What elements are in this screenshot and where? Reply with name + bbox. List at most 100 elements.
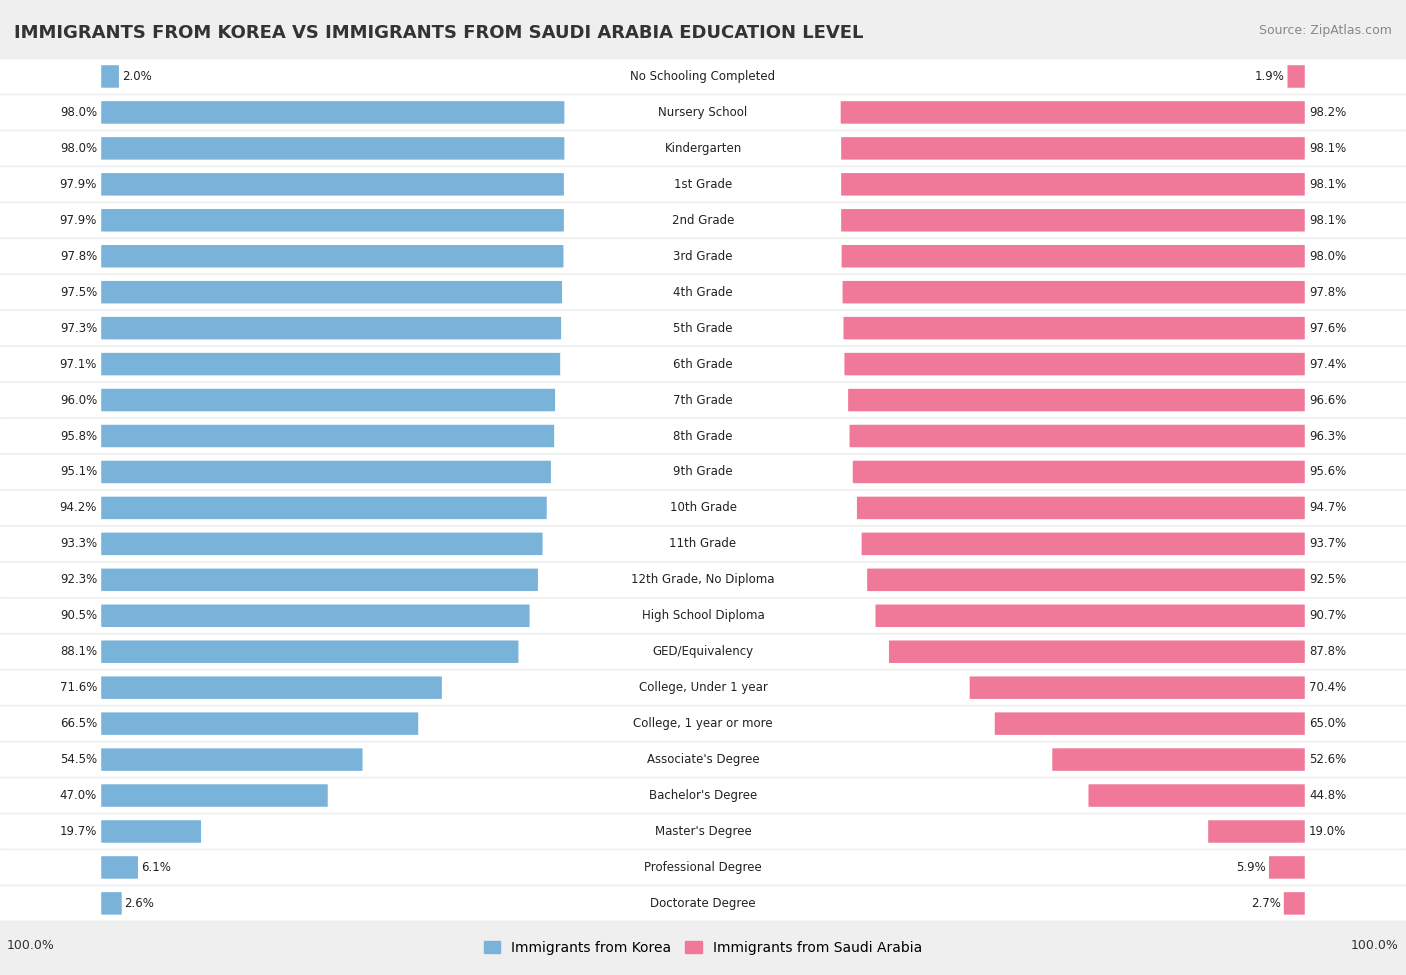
- Legend: Immigrants from Korea, Immigrants from Saudi Arabia: Immigrants from Korea, Immigrants from S…: [478, 935, 928, 960]
- Text: 93.7%: 93.7%: [1309, 537, 1346, 550]
- Text: 2.0%: 2.0%: [122, 70, 152, 83]
- FancyBboxPatch shape: [876, 604, 1305, 627]
- Text: 92.3%: 92.3%: [60, 573, 97, 586]
- Text: College, Under 1 year: College, Under 1 year: [638, 682, 768, 694]
- FancyBboxPatch shape: [101, 461, 551, 484]
- Text: 95.8%: 95.8%: [60, 430, 97, 443]
- Text: 7th Grade: 7th Grade: [673, 394, 733, 407]
- FancyBboxPatch shape: [1288, 65, 1305, 88]
- FancyBboxPatch shape: [101, 65, 120, 88]
- Text: 47.0%: 47.0%: [60, 789, 97, 802]
- Text: 2.6%: 2.6%: [125, 897, 155, 910]
- Text: 8th Grade: 8th Grade: [673, 430, 733, 443]
- FancyBboxPatch shape: [844, 317, 1305, 339]
- Text: 97.8%: 97.8%: [60, 250, 97, 262]
- FancyBboxPatch shape: [0, 743, 1406, 777]
- Text: 100.0%: 100.0%: [1351, 939, 1399, 953]
- FancyBboxPatch shape: [862, 532, 1305, 555]
- FancyBboxPatch shape: [0, 599, 1406, 633]
- FancyBboxPatch shape: [995, 713, 1305, 735]
- Text: 98.0%: 98.0%: [60, 106, 97, 119]
- Text: 97.9%: 97.9%: [59, 177, 97, 191]
- Text: 54.5%: 54.5%: [60, 753, 97, 766]
- Text: 97.1%: 97.1%: [59, 358, 97, 370]
- Text: IMMIGRANTS FROM KOREA VS IMMIGRANTS FROM SAUDI ARABIA EDUCATION LEVEL: IMMIGRANTS FROM KOREA VS IMMIGRANTS FROM…: [14, 24, 863, 42]
- FancyBboxPatch shape: [841, 209, 1305, 231]
- Text: 98.0%: 98.0%: [60, 142, 97, 155]
- Text: 6.1%: 6.1%: [141, 861, 170, 874]
- FancyBboxPatch shape: [845, 353, 1305, 375]
- FancyBboxPatch shape: [0, 419, 1406, 453]
- FancyBboxPatch shape: [101, 856, 138, 878]
- Text: 52.6%: 52.6%: [1309, 753, 1346, 766]
- FancyBboxPatch shape: [101, 496, 547, 519]
- Text: 97.9%: 97.9%: [59, 214, 97, 227]
- FancyBboxPatch shape: [101, 209, 564, 231]
- FancyBboxPatch shape: [101, 101, 564, 124]
- FancyBboxPatch shape: [101, 389, 555, 411]
- Text: 98.0%: 98.0%: [1309, 250, 1346, 262]
- Text: 66.5%: 66.5%: [60, 718, 97, 730]
- FancyBboxPatch shape: [853, 461, 1305, 484]
- FancyBboxPatch shape: [101, 641, 519, 663]
- FancyBboxPatch shape: [842, 245, 1305, 267]
- FancyBboxPatch shape: [0, 814, 1406, 848]
- Text: Kindergarten: Kindergarten: [665, 142, 741, 155]
- Text: 94.2%: 94.2%: [59, 501, 97, 515]
- Text: Doctorate Degree: Doctorate Degree: [650, 897, 756, 910]
- Text: 96.3%: 96.3%: [1309, 430, 1346, 443]
- Text: 97.4%: 97.4%: [1309, 358, 1347, 370]
- Text: 12th Grade, No Diploma: 12th Grade, No Diploma: [631, 573, 775, 586]
- FancyBboxPatch shape: [101, 713, 418, 735]
- FancyBboxPatch shape: [868, 568, 1305, 591]
- Text: 3rd Grade: 3rd Grade: [673, 250, 733, 262]
- Text: 90.7%: 90.7%: [1309, 609, 1346, 622]
- FancyBboxPatch shape: [101, 749, 363, 771]
- FancyBboxPatch shape: [0, 526, 1406, 561]
- Text: Associate's Degree: Associate's Degree: [647, 753, 759, 766]
- Text: 5th Grade: 5th Grade: [673, 322, 733, 334]
- Text: 70.4%: 70.4%: [1309, 682, 1346, 694]
- Text: 2.7%: 2.7%: [1251, 897, 1281, 910]
- FancyBboxPatch shape: [1270, 856, 1305, 878]
- FancyBboxPatch shape: [842, 281, 1305, 303]
- Text: Bachelor's Degree: Bachelor's Degree: [650, 789, 756, 802]
- FancyBboxPatch shape: [101, 784, 328, 806]
- Text: 5.9%: 5.9%: [1236, 861, 1267, 874]
- FancyBboxPatch shape: [0, 347, 1406, 381]
- Text: 95.1%: 95.1%: [60, 465, 97, 479]
- Text: 96.6%: 96.6%: [1309, 394, 1347, 407]
- Text: 98.2%: 98.2%: [1309, 106, 1346, 119]
- Text: 65.0%: 65.0%: [1309, 718, 1346, 730]
- Text: 19.7%: 19.7%: [59, 825, 97, 838]
- Text: 44.8%: 44.8%: [1309, 789, 1346, 802]
- FancyBboxPatch shape: [101, 174, 564, 196]
- Text: 98.1%: 98.1%: [1309, 142, 1346, 155]
- Text: 87.8%: 87.8%: [1309, 645, 1346, 658]
- FancyBboxPatch shape: [0, 707, 1406, 741]
- Text: 100.0%: 100.0%: [7, 939, 55, 953]
- Text: Master's Degree: Master's Degree: [655, 825, 751, 838]
- Text: 97.5%: 97.5%: [60, 286, 97, 298]
- FancyBboxPatch shape: [848, 389, 1305, 411]
- FancyBboxPatch shape: [101, 568, 538, 591]
- Text: College, 1 year or more: College, 1 year or more: [633, 718, 773, 730]
- FancyBboxPatch shape: [101, 353, 560, 375]
- FancyBboxPatch shape: [101, 677, 441, 699]
- FancyBboxPatch shape: [101, 245, 564, 267]
- Text: 71.6%: 71.6%: [59, 682, 97, 694]
- FancyBboxPatch shape: [1284, 892, 1305, 915]
- Text: High School Diploma: High School Diploma: [641, 609, 765, 622]
- Text: GED/Equivalency: GED/Equivalency: [652, 645, 754, 658]
- FancyBboxPatch shape: [101, 425, 554, 448]
- FancyBboxPatch shape: [0, 850, 1406, 884]
- Text: 1st Grade: 1st Grade: [673, 177, 733, 191]
- FancyBboxPatch shape: [0, 168, 1406, 202]
- FancyBboxPatch shape: [0, 239, 1406, 273]
- FancyBboxPatch shape: [970, 677, 1305, 699]
- FancyBboxPatch shape: [101, 532, 543, 555]
- Text: 10th Grade: 10th Grade: [669, 501, 737, 515]
- Text: 93.3%: 93.3%: [60, 537, 97, 550]
- FancyBboxPatch shape: [0, 563, 1406, 597]
- FancyBboxPatch shape: [0, 635, 1406, 669]
